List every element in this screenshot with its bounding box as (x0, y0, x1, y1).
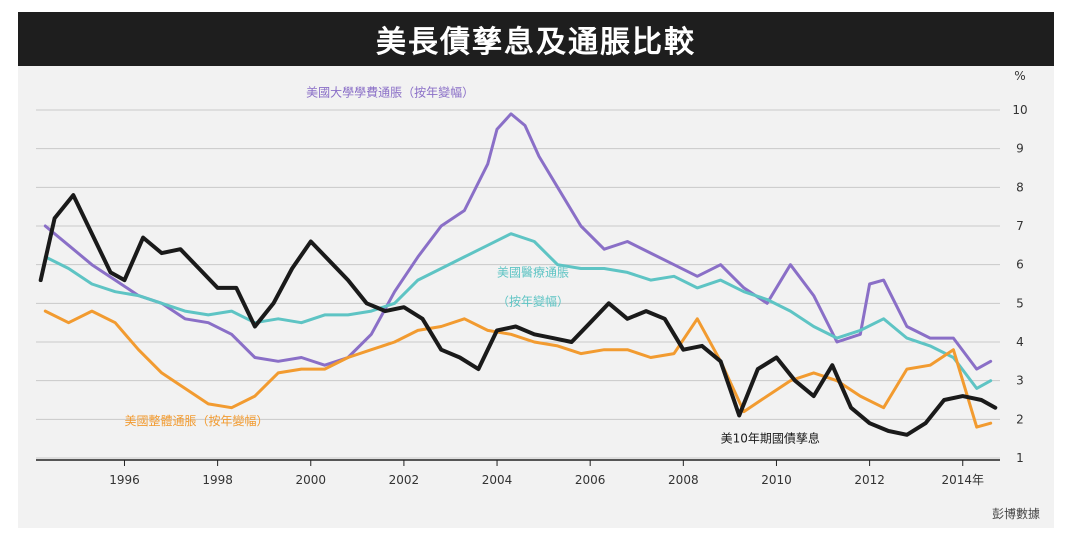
series-line-0 (43, 112, 993, 371)
annotation-4: 美10年期國債孳息 (721, 431, 820, 446)
source-note: 彭博數據 (992, 506, 1040, 521)
annotations: 美國大學學費通脹（按年變幅） 美國醫療通脹 （按年變幅） 美國整體通脹（按年變幅） 美1… (124, 84, 819, 445)
series-line-3 (38, 193, 998, 437)
annotation-3: 美國整體通脹（按年變幅） (124, 413, 268, 428)
y-tick-label-2: 2 (1016, 412, 1024, 426)
title-bar: 美長債孳息及通脹比較 (18, 12, 1054, 66)
x-tick-label-2012: 2012 (854, 473, 885, 487)
annotation-0: 美國大學學費通脹（按年變幅） (306, 84, 474, 99)
chart-title: 美長債孳息及通脹比較 (376, 25, 696, 60)
gridlines (36, 109, 1000, 459)
x-tick-label-2008: 2008 (668, 473, 699, 487)
y-tick-label-3: 3 (1016, 374, 1024, 388)
x-tick-label-2004: 2004 (482, 473, 513, 487)
x-tick-label-2006: 2006 (575, 473, 606, 487)
y-tick-label-4: 4 (1016, 335, 1024, 349)
series-line-1 (43, 232, 993, 390)
y-tick-label-10: 10 (1012, 103, 1027, 117)
x-tick-label-2010: 2010 (761, 473, 792, 487)
chart-panel: 美長債孳息及通脹比較 (18, 12, 1054, 528)
x-tick-label-2002: 2002 (389, 473, 420, 487)
x-tick-label-2000: 2000 (295, 473, 326, 487)
y-unit-label: % (1014, 69, 1025, 83)
series-lines (38, 112, 998, 437)
y-tick-label-1: 1 (1016, 451, 1024, 465)
annotation-1: 美國醫療通脹 (497, 265, 569, 279)
x-tick-label-1998: 1998 (202, 473, 233, 487)
annotation-2: （按年變幅） (497, 293, 569, 308)
y-tick-label-6: 6 (1016, 258, 1024, 272)
x-tick-label-2014: 2014年 (941, 473, 984, 487)
y-tick-label-5: 5 (1016, 296, 1024, 310)
y-tick-label-9: 9 (1016, 142, 1024, 156)
y-tick-label-8: 8 (1016, 180, 1024, 194)
y-tick-label-7: 7 (1016, 219, 1024, 233)
x-tick-label-1996: 1996 (109, 473, 140, 487)
axes: 1 2 3 4 5 6 7 8 9 10% 1996 1998 2000 2002 2004 2006 2008… (36, 69, 1028, 487)
